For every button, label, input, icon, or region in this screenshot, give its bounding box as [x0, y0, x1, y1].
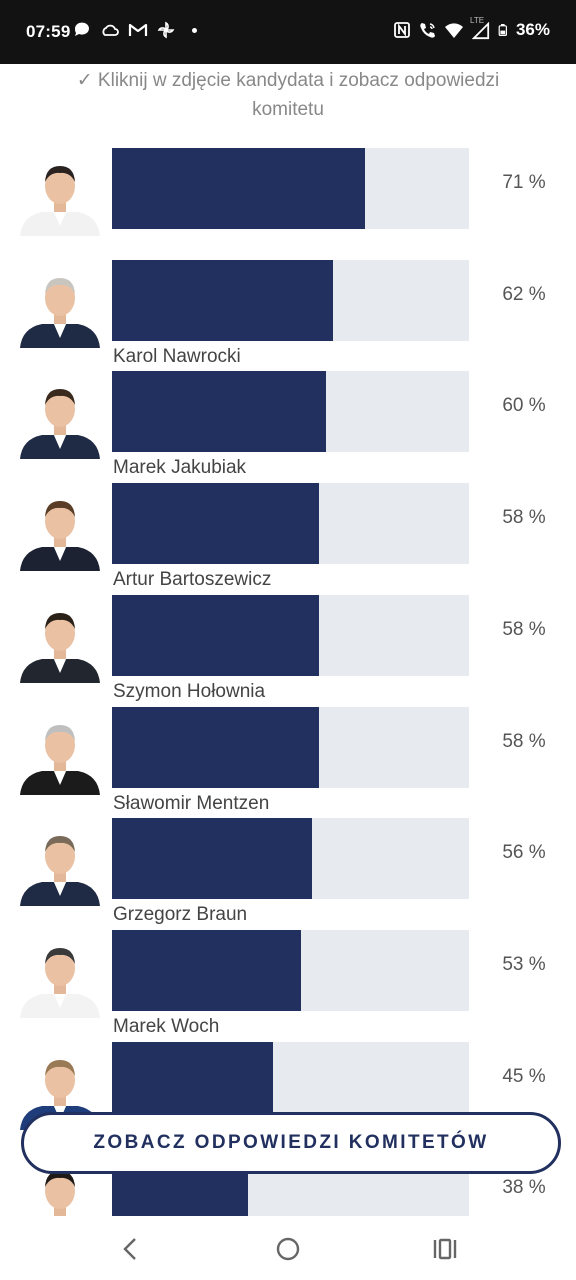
- cloud-icon: [102, 24, 119, 36]
- candidate-name: Szymon Hołownia: [113, 680, 266, 702]
- system-icons: LTE 36%: [392, 16, 550, 40]
- candidate-row: 60 % Marek Jakubiak: [0, 371, 576, 483]
- candidate-photo[interactable]: [20, 379, 100, 460]
- score-bar-track: [112, 483, 469, 565]
- candidate-name: Grzegorz Braun: [113, 904, 248, 926]
- score-percent: 71 %: [502, 172, 546, 193]
- score-bar-track: [112, 148, 469, 229]
- navigation-bar: [0, 1216, 576, 1280]
- score-percent: 53 %: [502, 953, 546, 975]
- candidate-name: Marek Woch: [113, 1015, 220, 1037]
- battery-percent: 36%: [515, 20, 550, 39]
- notification-dot-icon: [192, 27, 197, 33]
- candidate-photo[interactable]: [20, 267, 100, 348]
- score-percent: 62 %: [502, 283, 546, 305]
- score-percent: 58 %: [502, 618, 546, 640]
- candidate-row: 71 %: [0, 148, 576, 260]
- see-committee-answers-button[interactable]: ZOBACZ ODPOWIEDZI KOMITETÓW: [21, 1112, 561, 1174]
- candidate-row: 58 % Sławomir Mentzen: [0, 706, 576, 819]
- candidate-row: 58 % Artur Bartoszewicz: [0, 483, 576, 595]
- candidate-photo[interactable]: [20, 826, 100, 907]
- score-bar-fill: [112, 594, 319, 676]
- score-bar-fill: [112, 371, 326, 453]
- chat-icon: [74, 22, 89, 36]
- lte-signal-icon: LTE: [470, 16, 492, 40]
- notification-icons: [72, 20, 197, 40]
- score-bar-track: [112, 259, 469, 341]
- score-percent: 56 %: [502, 842, 546, 864]
- candidate-photo[interactable]: [20, 937, 100, 1018]
- candidate-name: Sławomir Mentzen: [113, 792, 270, 814]
- candidate-name: Artur Bartoszewicz: [113, 569, 272, 591]
- wifi-icon: [444, 23, 463, 38]
- home-icon[interactable]: [273, 1234, 303, 1264]
- candidate-row: 56 % Grzegorz Braun: [0, 818, 576, 930]
- score-percent: 58 %: [502, 507, 546, 529]
- score-bar-fill: [112, 706, 319, 788]
- candidate-photo[interactable]: [20, 714, 100, 795]
- clock: 07:59: [26, 22, 71, 41]
- candidate-photo[interactable]: [20, 491, 100, 572]
- recents-icon[interactable]: [430, 1234, 460, 1264]
- pinwheel-icon: [157, 21, 175, 39]
- score-percent: 45 %: [502, 1065, 546, 1087]
- cta-label: ZOBACZ ODPOWIEDZI KOMITETÓW: [93, 1132, 489, 1153]
- nfc-icon: [394, 22, 410, 38]
- hint-text: ✓ Kliknij w zdjęcie kandydata i zobacz o…: [76, 70, 500, 120]
- candidate-name: Karol Nawrocki: [113, 345, 241, 367]
- score-bar-track: [112, 594, 469, 676]
- gmail-icon: [128, 23, 148, 36]
- score-bar-fill: [112, 929, 301, 1011]
- score-percent: 60 %: [502, 395, 546, 417]
- score-bar-fill: [112, 148, 365, 229]
- score-bar-fill: [112, 483, 319, 565]
- candidate-row: 53 % Marek Woch: [0, 929, 576, 1042]
- candidate-row: 62 % Karol Nawrocki: [0, 259, 576, 372]
- candidate-name: Marek Jakubiak: [113, 457, 247, 479]
- score-bar-track: [112, 1041, 469, 1123]
- score-bar-fill: [112, 1041, 273, 1123]
- score-bar-fill: [112, 818, 312, 900]
- score-bar-track: [112, 371, 469, 453]
- score-bar-fill: [112, 259, 333, 341]
- results-page: ✓ Kliknij w zdjęcie kandydata i zobacz o…: [0, 64, 576, 1216]
- score-percent: 58 %: [502, 730, 546, 752]
- score-bar-track: [112, 818, 469, 900]
- back-icon[interactable]: [116, 1234, 146, 1264]
- lte-label: LTE: [469, 16, 485, 25]
- wifi-call-icon: [420, 23, 435, 38]
- candidate-row: 58 % Szymon Hołownia: [0, 594, 576, 707]
- score-bar-track: [112, 706, 469, 788]
- candidate-photo[interactable]: [20, 602, 100, 683]
- battery-icon: [498, 24, 507, 36]
- score-percent: 38 %: [502, 1177, 546, 1199]
- candidate-photo[interactable]: [20, 156, 100, 236]
- score-bar-track: [112, 929, 469, 1011]
- status-bar: 07:59 LTE 36%: [0, 0, 576, 64]
